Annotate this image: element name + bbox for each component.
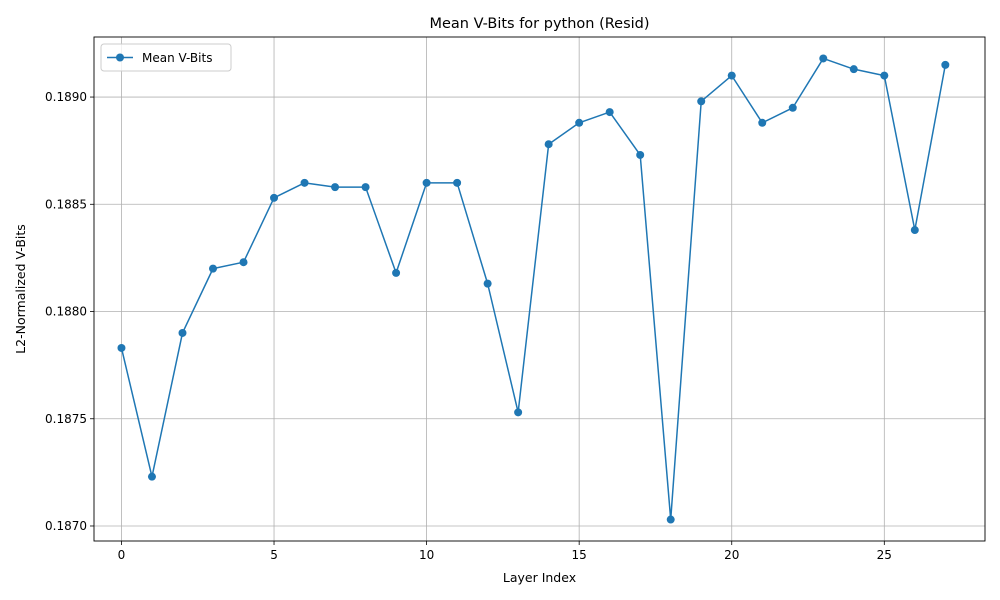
- x-tick-label: 25: [877, 548, 892, 562]
- data-point: [758, 118, 767, 127]
- grid-lines: [94, 37, 985, 541]
- data-point: [849, 65, 858, 74]
- data-point: [788, 103, 797, 112]
- data-point: [270, 193, 279, 202]
- data-point: [422, 178, 431, 187]
- y-tick-label: 0.1870: [45, 519, 87, 533]
- y-tick-label: 0.1885: [45, 197, 87, 211]
- data-point: [544, 140, 553, 149]
- x-tick-label: 15: [572, 548, 587, 562]
- data-point: [605, 108, 614, 117]
- x-axis-label: Layer Index: [503, 570, 576, 585]
- data-point: [178, 328, 187, 337]
- y-axis: 0.1870 0.1875 0.1880 0.1885 0.1890: [45, 90, 94, 533]
- data-point: [514, 408, 523, 417]
- data-point: [147, 472, 156, 481]
- legend-label: Mean V-Bits: [142, 51, 212, 65]
- data-point: [636, 150, 645, 159]
- data-point: [880, 71, 889, 80]
- data-point: [392, 268, 401, 277]
- plot-area-frame: [93, 36, 986, 542]
- series-line: [120, 57, 947, 521]
- x-tick-label: 10: [419, 548, 434, 562]
- y-tick-label: 0.1875: [45, 412, 87, 426]
- data-point: [727, 71, 736, 80]
- data-point: [300, 178, 309, 187]
- x-axis: 0 5 10 15 20 25: [118, 541, 892, 562]
- data-point: [666, 515, 675, 524]
- legend-box: [100, 43, 232, 72]
- series-layer: [117, 54, 950, 524]
- data-point: [819, 54, 828, 63]
- data-point: [453, 178, 462, 187]
- y-axis-label: L2-Normalized V-Bits: [13, 224, 28, 354]
- data-point: [209, 264, 218, 273]
- data-point: [331, 183, 340, 192]
- x-tick-label: 0: [118, 548, 126, 562]
- data-point: [910, 226, 919, 235]
- y-tick-label: 0.1890: [45, 90, 87, 104]
- data-point: [941, 60, 950, 69]
- data-point: [239, 258, 248, 267]
- data-point: [117, 343, 126, 352]
- x-tick-label: 5: [270, 548, 278, 562]
- y-tick-label: 0.1880: [45, 305, 87, 319]
- chart-title: Mean V-Bits for python (Resid): [429, 16, 649, 32]
- x-tick-label: 20: [724, 548, 739, 562]
- data-point: [361, 183, 370, 192]
- data-point: [575, 118, 584, 127]
- legend-marker-swatch: [116, 53, 124, 62]
- data-point: [483, 279, 492, 288]
- data-point: [697, 97, 706, 106]
- legend: Mean V-Bits: [100, 43, 232, 72]
